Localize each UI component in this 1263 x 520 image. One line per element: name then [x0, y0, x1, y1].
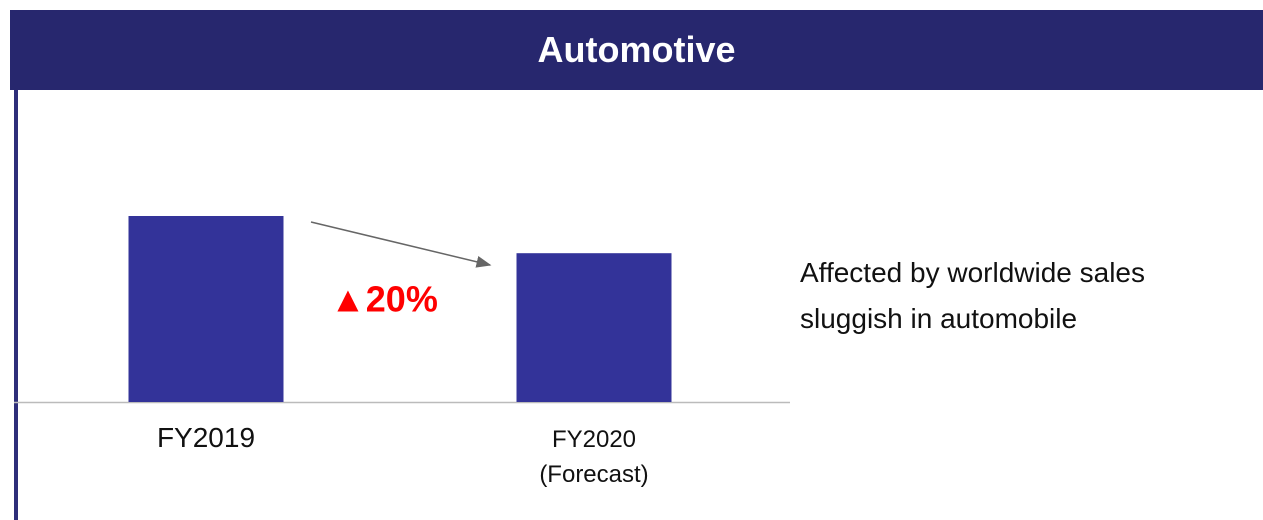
x-tick-label: FY2020 (Forecast): [539, 426, 649, 488]
note-line: Affected by worldwide sales: [800, 257, 1145, 288]
x-tick-label: FY2019: [156, 422, 256, 453]
bar: [128, 216, 284, 402]
trend-arrow: [310, 221, 492, 268]
bar: [516, 253, 672, 402]
note: Affected by worldwide sales sluggish in a…: [800, 250, 1145, 342]
annotation: ▲20%: [330, 279, 438, 320]
header: Automotive: [10, 10, 1263, 90]
title: Automotive: [537, 29, 736, 70]
note-line: sluggish in automobile: [800, 303, 1078, 334]
